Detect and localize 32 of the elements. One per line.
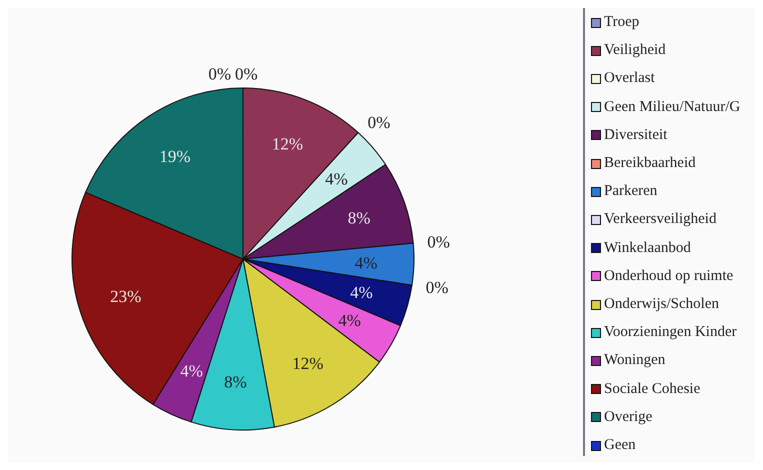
- legend-label: Bereikbaarheid: [604, 155, 696, 172]
- legend-label: Onderhoud op ruimte: [604, 268, 734, 285]
- legend-label: Veiligheid: [604, 42, 666, 60]
- data-label: 12%: [292, 354, 324, 374]
- text: 0%: [208, 64, 231, 84]
- legend-label: Sociale Cohesie: [604, 380, 700, 398]
- legend-label: Overige: [604, 408, 652, 426]
- legend-label: Parkeren: [604, 183, 658, 200]
- data-label: 8%: [348, 208, 370, 228]
- data-label: 8%: [224, 372, 247, 392]
- legend-label: Woningen: [604, 352, 666, 370]
- legend-label: Geen: [604, 437, 636, 454]
- data-label: 4%: [354, 253, 378, 272]
- legend-label: Verkeersveiligheid: [604, 211, 716, 228]
- text: 0%: [426, 278, 448, 297]
- legend-label: Geen Milieu/Natuur/G: [604, 98, 740, 116]
- text: 0%: [427, 232, 450, 252]
- data-label: 12%: [272, 134, 304, 154]
- data-label: 4%: [180, 361, 203, 380]
- data-label: 19%: [159, 146, 191, 166]
- text: 0%: [235, 64, 258, 84]
- data-label: 4%: [325, 169, 348, 188]
- legend-label: Diversiteit: [604, 126, 668, 144]
- legend-label: Onderwijs/Scholen: [604, 296, 719, 313]
- data-label: 4%: [350, 283, 373, 302]
- data-label: 4%: [338, 311, 361, 330]
- legend-label: Voorzieningen Kinder: [604, 324, 737, 342]
- text: 0%: [368, 112, 390, 132]
- legend-label: Winkelaanbod: [604, 240, 691, 257]
- legend-label: Troep: [604, 14, 640, 31]
- data-label: 23%: [110, 286, 142, 306]
- legend-label: Overlast: [604, 70, 655, 88]
